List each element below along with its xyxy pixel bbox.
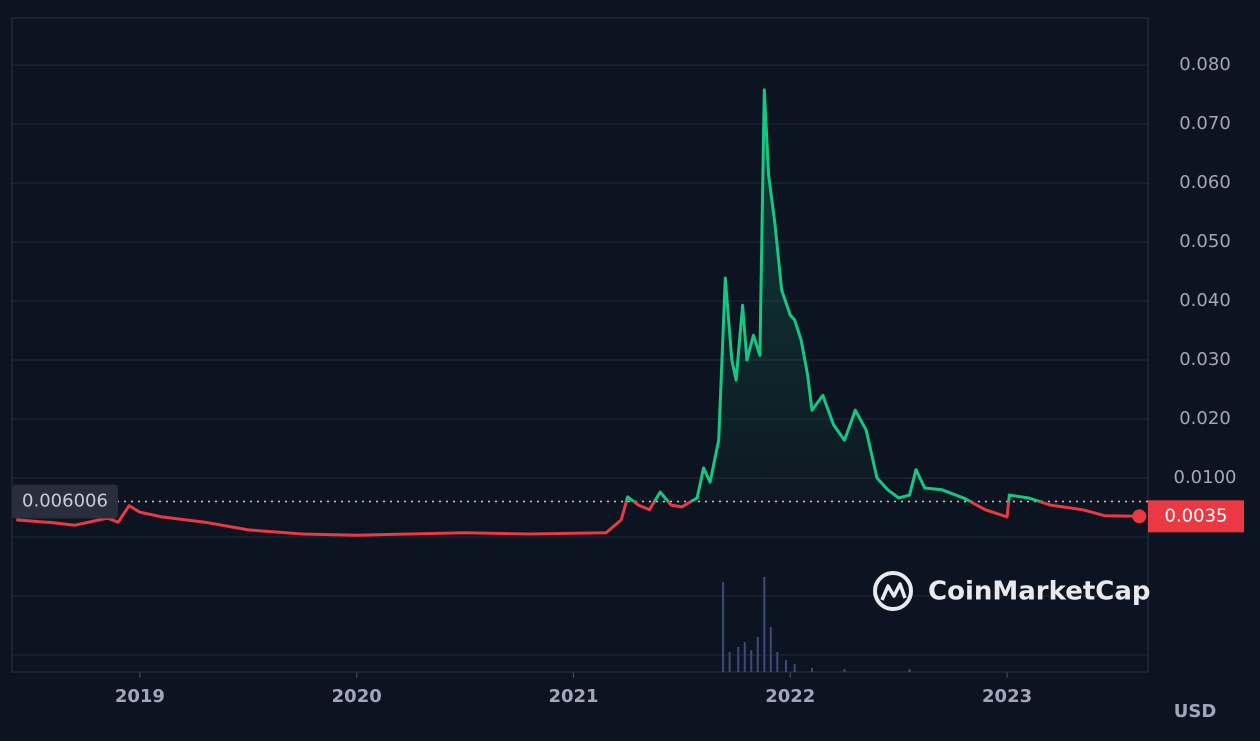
watermark: CoinMarketCap [873,571,1151,611]
volume-bar [776,652,779,672]
volume-bar [737,647,740,672]
volume-bar [769,627,772,672]
x-tick-label: 2021 [548,686,598,707]
y-tick-label: 0.070 [1179,113,1231,134]
area-up [16,89,1140,502]
volume-bar [756,637,759,672]
volume-bar [784,660,787,672]
area-down [16,501,1140,536]
volume-bar [793,664,796,672]
volume-bar [750,650,753,672]
last-price-label: 0.0035 [1165,505,1228,526]
volume-bar [843,669,846,672]
volume-bar [743,642,746,672]
volume-bar [728,652,731,672]
price-line-up [624,88,1045,502]
y-tick-label: 0.0100 [1174,467,1237,488]
volume-bar [763,577,766,672]
unit-label: USD [1174,701,1217,722]
y-tick-label: 0.080 [1179,54,1231,75]
volume-bar [810,668,813,672]
y-tick-label: 0.060 [1179,172,1231,193]
volume-bar [722,582,725,672]
y-tick-label: 0.040 [1179,290,1231,311]
plot-frame [11,17,1149,673]
watermark-text: CoinMarketCap [928,577,1151,607]
y-tick-label: 0.020 [1179,408,1231,429]
x-tick-label: 2019 [115,686,165,707]
y-tick-label: 0.050 [1179,231,1231,252]
last-point [1132,509,1147,524]
y-tick-label: 0.030 [1179,349,1231,370]
grid [12,64,1148,678]
volume-bar [908,669,911,672]
volume [722,577,911,672]
x-tick-label: 2022 [765,686,815,707]
x-tick-label: 2020 [332,686,382,707]
plot: 0.0035 0.006006 [12,88,1244,537]
reference-box [12,484,118,519]
last-price-box [1148,500,1244,533]
x-tick-label: 2023 [982,686,1032,707]
reference-label: 0.006006 [22,491,108,512]
price-line-down [16,501,1140,537]
